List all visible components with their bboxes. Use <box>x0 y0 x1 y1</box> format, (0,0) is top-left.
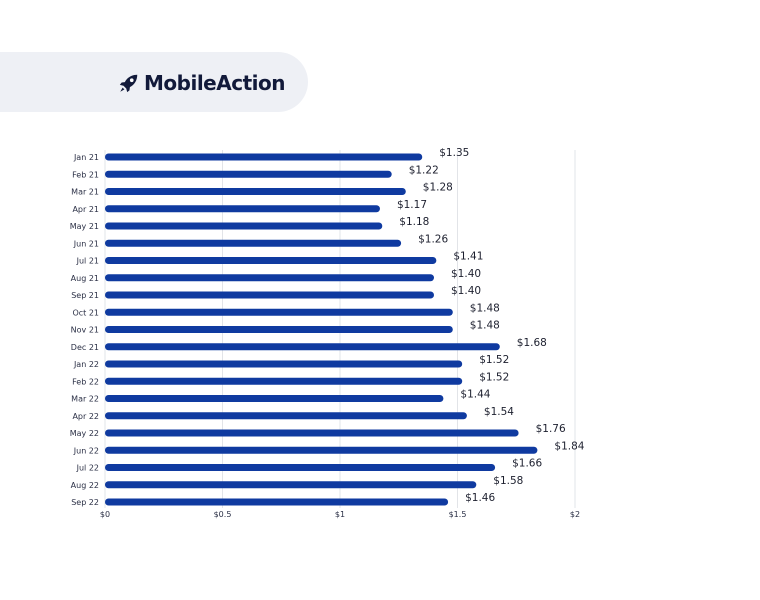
category-label: May 22 <box>70 429 99 438</box>
category-label: Mar 21 <box>71 188 99 197</box>
category-label: Apr 21 <box>72 205 99 214</box>
data-label: $1.40 <box>451 285 481 297</box>
category-label: Aug 21 <box>71 274 99 283</box>
bar <box>105 395 444 402</box>
bar <box>105 153 423 161</box>
bar <box>105 291 434 299</box>
category-label: Sep 22 <box>71 498 99 507</box>
data-label: $1.41 <box>453 251 483 263</box>
data-label: $1.18 <box>399 216 429 228</box>
data-label: $1.35 <box>439 147 469 159</box>
bar <box>105 274 434 282</box>
bar <box>105 222 383 230</box>
bar <box>105 205 380 213</box>
bar <box>105 446 538 454</box>
bar <box>105 464 496 471</box>
rocket-icon <box>119 74 138 93</box>
bar <box>105 188 406 195</box>
data-label: $1.52 <box>479 354 509 366</box>
data-label: $1.58 <box>493 475 523 487</box>
bar <box>105 308 453 316</box>
bar <box>105 343 500 351</box>
x-tick-label: $1.5 <box>449 510 467 519</box>
data-label: $1.44 <box>460 389 490 401</box>
data-label: $1.26 <box>418 233 448 245</box>
data-label: $1.68 <box>517 337 547 349</box>
x-tick-label: $2 <box>570 510 580 519</box>
category-label: Aug 22 <box>71 481 99 490</box>
category-label: Jan 22 <box>73 360 99 369</box>
data-label: $1.66 <box>512 458 542 470</box>
bar <box>105 257 437 264</box>
category-label: Sep 21 <box>71 291 99 300</box>
data-label: $1.48 <box>470 302 500 314</box>
data-label: $1.84 <box>554 440 584 452</box>
x-tick-label: $1 <box>335 510 345 519</box>
category-label: Oct 21 <box>72 308 99 317</box>
category-label: Nov 21 <box>71 326 99 335</box>
bar <box>105 481 477 489</box>
data-label: $1.52 <box>479 371 509 383</box>
bar <box>105 498 449 506</box>
data-label: $1.22 <box>409 164 439 176</box>
data-label: $1.40 <box>451 268 481 280</box>
x-tick-label: $0 <box>100 510 110 519</box>
data-label: $1.46 <box>465 492 495 504</box>
bar <box>105 377 463 385</box>
data-label: $1.76 <box>536 423 566 435</box>
category-label: Mar 22 <box>71 395 99 404</box>
category-label: Jun 22 <box>73 446 99 455</box>
brand-banner <box>0 52 308 112</box>
bar <box>105 239 402 247</box>
data-label: $1.54 <box>484 406 514 418</box>
bar <box>105 412 467 420</box>
bar <box>105 360 463 368</box>
brand-logo: MobileAction <box>118 68 285 98</box>
category-label: Jan 21 <box>73 153 99 162</box>
category-label: May 21 <box>70 222 99 231</box>
category-label: Jul 21 <box>76 257 99 266</box>
category-label: Apr 22 <box>72 412 99 421</box>
category-label: Jun 21 <box>73 239 99 248</box>
bar <box>105 326 453 333</box>
category-label: Feb 21 <box>72 170 99 179</box>
x-tick-label: $0.5 <box>214 510 232 519</box>
data-label: $1.48 <box>470 320 500 332</box>
data-label: $1.17 <box>397 199 427 211</box>
data-label: $1.28 <box>423 182 453 194</box>
category-label: Feb 22 <box>72 377 99 386</box>
category-label: Dec 21 <box>71 343 99 352</box>
bar <box>105 170 392 178</box>
bar <box>105 429 519 437</box>
category-label: Jul 22 <box>76 464 99 473</box>
brand-name: MobileAction <box>144 71 285 95</box>
